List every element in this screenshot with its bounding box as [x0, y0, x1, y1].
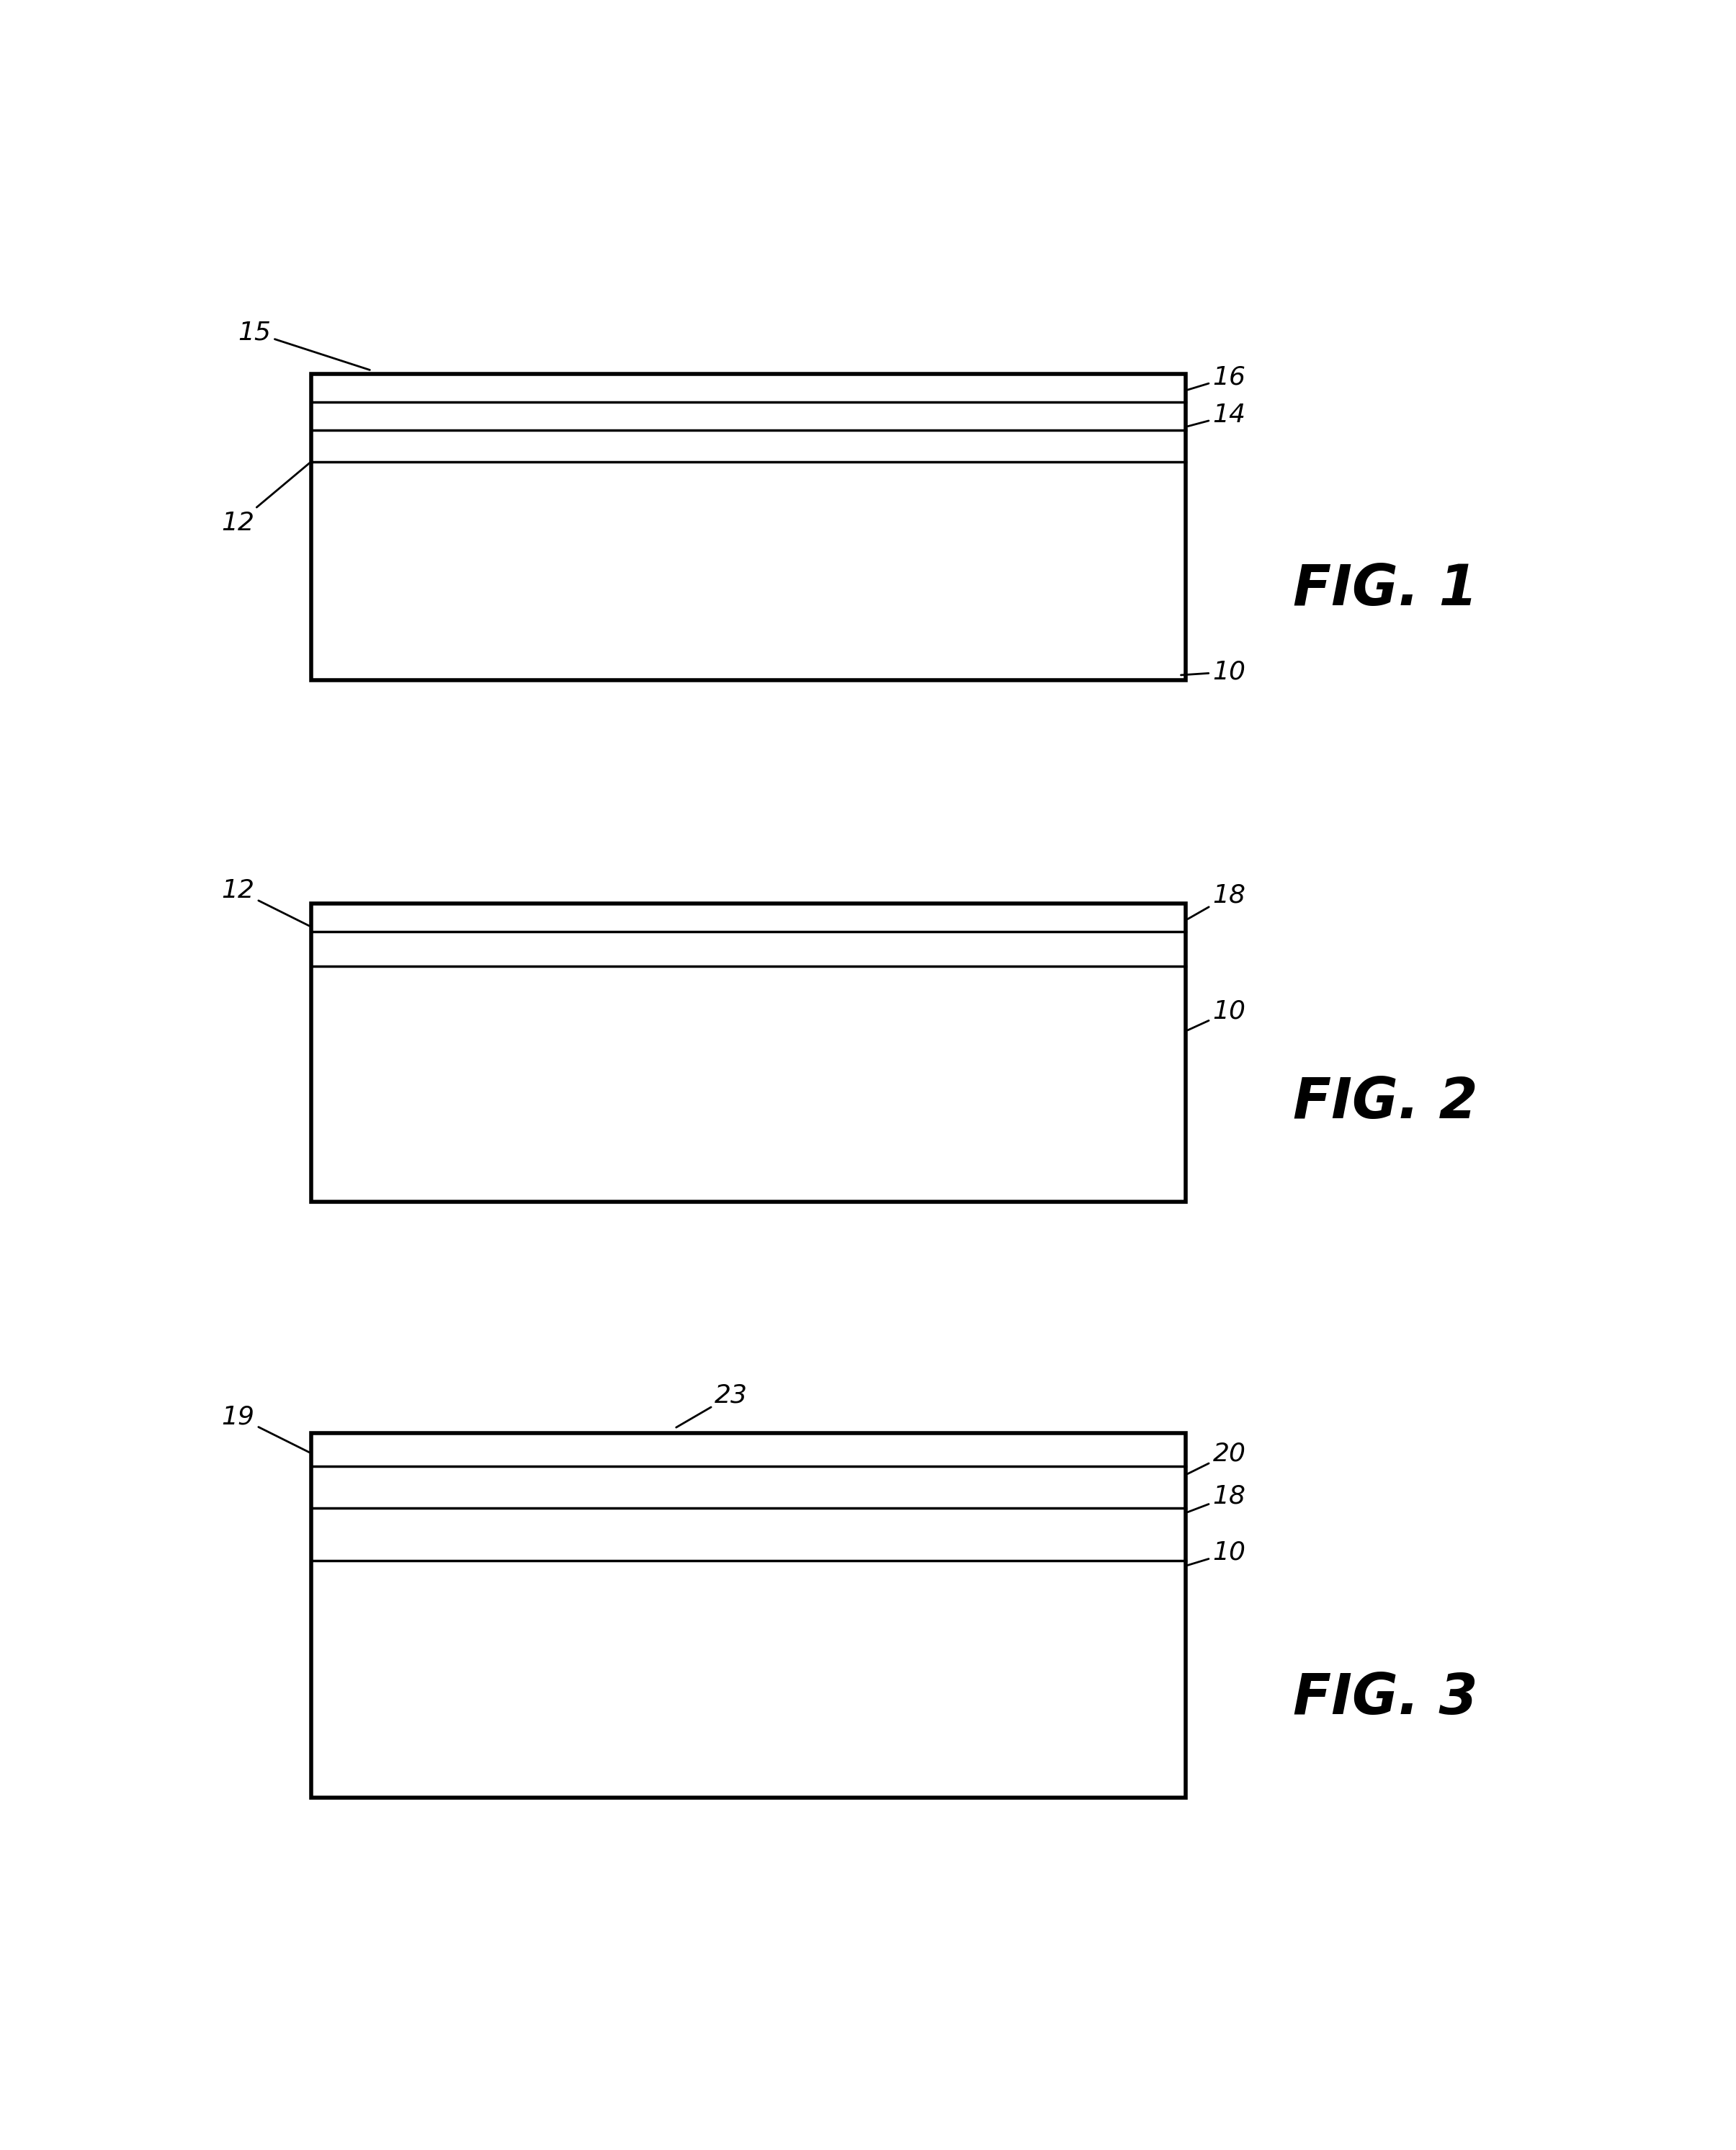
Bar [311, 903, 1186, 1202]
Text: 12: 12 [222, 877, 309, 927]
Text: 16: 16 [1187, 366, 1246, 389]
Text: 23: 23 [675, 1382, 748, 1428]
Text: 15: 15 [238, 320, 370, 370]
Text: 10: 10 [1187, 1539, 1246, 1565]
Text: 19: 19 [222, 1404, 309, 1453]
Text: FIG. 2: FIG. 2 [1293, 1075, 1477, 1129]
Text: 10: 10 [1180, 660, 1246, 684]
Text: 14: 14 [1187, 402, 1246, 428]
Text: FIG. 1: FIG. 1 [1293, 561, 1477, 617]
Text: 20: 20 [1187, 1440, 1246, 1475]
Bar [311, 1434, 1186, 1797]
Text: 12: 12 [222, 462, 309, 535]
Text: FIG. 3: FIG. 3 [1293, 1671, 1477, 1726]
Bar [311, 374, 1186, 679]
Text: 10: 10 [1187, 1000, 1246, 1030]
Text: 18: 18 [1187, 1484, 1246, 1511]
Text: 18: 18 [1187, 884, 1246, 920]
